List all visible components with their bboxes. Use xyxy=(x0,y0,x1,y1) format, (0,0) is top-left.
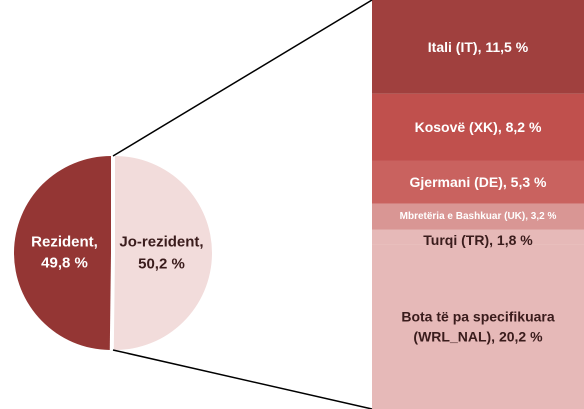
data-label: Gjermani (DE), 5,3 % xyxy=(375,172,581,192)
value-label: 3,2 % xyxy=(530,210,557,222)
category-label: Bota të pa specifikuara (WRL_NAL), xyxy=(401,308,555,345)
bar-segment xyxy=(372,229,584,245)
value-label: 49,8 % xyxy=(41,254,88,272)
data-label: Turqi (TR), 1,8 % xyxy=(375,230,581,250)
category-label: Turqi (TR), xyxy=(423,231,494,248)
data-label: Bota të pa specifikuara (WRL_NAL), 20,2 … xyxy=(375,306,581,347)
category-label: Rezident, xyxy=(31,232,98,250)
data-label: Jo-rezident, 50,2 % xyxy=(119,232,203,276)
category-label: Itali (IT), xyxy=(427,38,482,55)
bar-segment xyxy=(372,244,584,409)
value-label: 11,5 % xyxy=(485,38,529,55)
connector xyxy=(112,0,373,157)
data-label: Rezident, 49,8 % xyxy=(31,231,98,275)
bar-segment xyxy=(372,0,584,94)
data-label: Kosovë (XK), 8,2 % xyxy=(375,117,581,137)
data-label: Itali (IT), 11,5 % xyxy=(375,37,581,57)
bar-segment xyxy=(372,160,584,204)
value-label: 5,3 % xyxy=(510,173,547,190)
category-label: Jo-rezident, xyxy=(119,233,204,251)
value-label: 1,8 % xyxy=(496,231,533,248)
bar-segment xyxy=(372,203,584,230)
connector xyxy=(112,349,373,409)
category-label: Gjermani (DE), xyxy=(409,173,507,190)
value-label: 8,2 % xyxy=(505,118,542,135)
data-label: Mbretëria e Bashkuar (UK), 3,2 % xyxy=(375,209,581,224)
bar-segment xyxy=(372,93,584,161)
category-label: Mbretëria e Bashkuar (UK), xyxy=(399,210,528,222)
value-label: 20,2 % xyxy=(498,328,543,345)
pie-slice xyxy=(113,156,212,351)
value-label: 50,2 % xyxy=(138,255,185,273)
category-label: Kosovë (XK), xyxy=(414,118,502,135)
pie-slice xyxy=(14,155,112,350)
